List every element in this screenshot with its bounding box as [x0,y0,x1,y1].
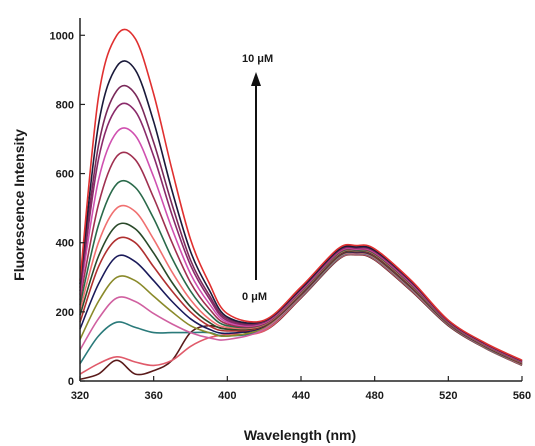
y-tick-label: 600 [56,169,74,181]
y-tick-label: 1000 [50,30,74,42]
series-line-14 [79,84,523,362]
series-line-7 [79,236,523,365]
x-tick-label: 320 [71,390,89,402]
x-tick-label: 400 [218,390,236,402]
annotation-top-label: 10 μM [242,53,273,65]
series-line-9 [79,204,523,364]
y-ticks: 0 200 400 600 800 1000 [50,30,85,388]
series-line-13 [79,102,523,363]
y-tick-label: 200 [56,307,74,319]
x-tick-label: 520 [439,390,457,402]
x-tick-label: 480 [365,390,383,402]
y-axis-title: Fluorescence Intensity [11,129,27,281]
arrow-head [251,72,261,86]
y-tick-label: 400 [56,238,74,250]
x-tick-label: 440 [292,390,310,402]
y-tick-label: 800 [56,99,74,111]
series-group [79,28,523,381]
series-line-15 [79,60,523,362]
series-line-4 [79,252,523,366]
x-axis-title: Wavelength (nm) [244,427,356,443]
y-tick-label: 0 [68,376,74,388]
x-tick-label: 560 [513,390,531,402]
concentration-arrow [251,72,261,280]
x-tick-label: 360 [144,390,162,402]
series-line-16 [79,28,523,362]
annotation-bottom-label: 0 μM [242,291,267,303]
x-ticks: 320 360 400 440 480 520 560 [71,376,531,402]
